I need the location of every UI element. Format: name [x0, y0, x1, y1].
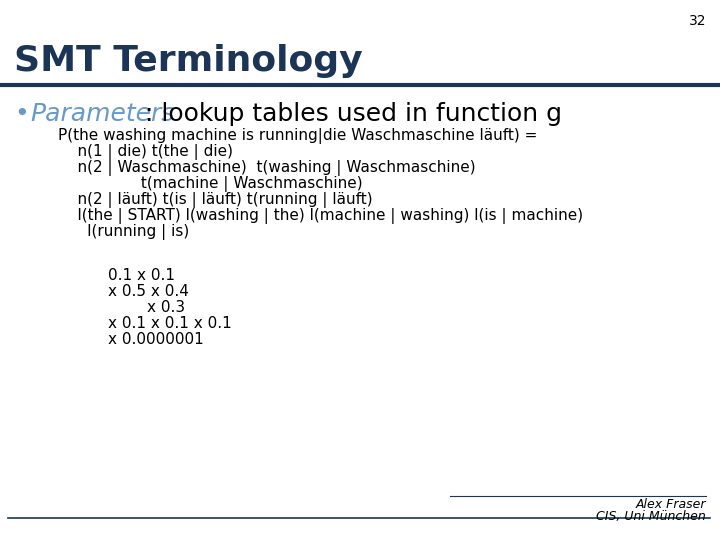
Text: Alex Fraser: Alex Fraser — [636, 498, 706, 511]
Text: P(the washing machine is running|die Waschmaschine läuft) =: P(the washing machine is running|die Was… — [58, 128, 537, 144]
Text: : lookup tables used in function g: : lookup tables used in function g — [145, 102, 562, 126]
Text: l(running | is): l(running | is) — [58, 224, 189, 240]
Text: n(1 | die) t(the | die): n(1 | die) t(the | die) — [58, 144, 233, 160]
Text: n(2 | läuft) t(is | läuft) t(running | läuft): n(2 | läuft) t(is | läuft) t(running | l… — [58, 192, 373, 208]
Text: CIS, Uni München: CIS, Uni München — [596, 510, 706, 523]
Text: x 0.1 x 0.1 x 0.1: x 0.1 x 0.1 x 0.1 — [108, 316, 232, 331]
Text: 0.1 x 0.1: 0.1 x 0.1 — [108, 268, 175, 283]
Text: x 0.3: x 0.3 — [108, 300, 185, 315]
Text: l(the | START) l(washing | the) l(machine | washing) l(is | machine): l(the | START) l(washing | the) l(machin… — [58, 208, 583, 224]
Text: Parameters: Parameters — [30, 102, 174, 126]
Text: x 0.5 x 0.4: x 0.5 x 0.4 — [108, 284, 189, 299]
Text: 32: 32 — [688, 14, 706, 28]
Text: t(machine | Waschmaschine): t(machine | Waschmaschine) — [58, 176, 363, 192]
Text: •: • — [14, 102, 29, 126]
Text: SMT Terminology: SMT Terminology — [14, 44, 363, 78]
Text: n(2 | Waschmaschine)  t(washing | Waschmaschine): n(2 | Waschmaschine) t(washing | Waschma… — [58, 160, 476, 176]
Text: x 0.0000001: x 0.0000001 — [108, 332, 204, 347]
